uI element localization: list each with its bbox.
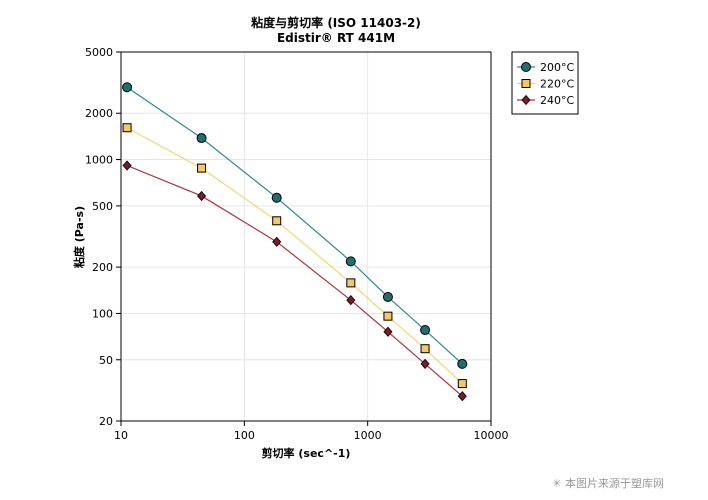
data-point xyxy=(197,163,207,173)
data-point xyxy=(122,160,132,171)
series-line xyxy=(126,164,463,397)
legend-label: 240°C xyxy=(540,94,574,107)
watermark-star-icon: ✳ xyxy=(552,477,565,490)
data-point xyxy=(420,344,430,354)
data-point xyxy=(272,236,282,247)
series-layer xyxy=(122,82,468,402)
data-point xyxy=(272,216,282,226)
x-tick-label: 10 xyxy=(114,429,128,442)
y-tick-label: 1000 xyxy=(85,154,113,167)
grid-lines xyxy=(121,52,491,421)
data-point xyxy=(457,379,467,389)
data-point xyxy=(383,326,393,337)
y-axis-label: 粘度 (Pa-s) xyxy=(72,206,86,268)
series-line xyxy=(126,86,463,365)
data-point xyxy=(346,278,356,288)
data-point xyxy=(122,82,133,93)
legend-label: 200°C xyxy=(540,61,574,74)
series-1 xyxy=(122,123,467,389)
legend-label: 220°C xyxy=(540,78,574,91)
watermark: ✳ 本图片来源于塑库网 xyxy=(552,475,664,491)
data-point xyxy=(122,123,132,133)
data-point xyxy=(271,192,282,203)
y-tick-label: 200 xyxy=(92,261,113,274)
data-point xyxy=(420,358,430,370)
data-point xyxy=(197,190,207,202)
data-point xyxy=(383,311,393,321)
data-point xyxy=(457,391,467,402)
plot-area xyxy=(120,51,492,422)
axis-ticks: 10 100 1000 10000 20 50 100 200 500 1000 2000 5000 xyxy=(85,46,509,442)
x-tick-label: 1000 xyxy=(354,429,382,442)
data-point xyxy=(457,358,468,369)
chart-title: 粘度与剪切率 (ISO 11403-2) xyxy=(251,15,421,30)
data-point xyxy=(196,133,207,144)
series-0 xyxy=(122,82,468,369)
legend-marker xyxy=(521,94,531,106)
legend-marker xyxy=(521,79,531,88)
data-point xyxy=(382,291,393,302)
x-tick-label: 10000 xyxy=(474,429,509,442)
data-point xyxy=(345,256,356,267)
data-point xyxy=(420,325,431,336)
y-tick-label: 50 xyxy=(99,354,113,367)
y-tick-label: 20 xyxy=(99,415,113,428)
chart-subtitle: Edistir® RT 441M xyxy=(277,31,395,45)
x-axis-label: 剪切率 (sec^-1) xyxy=(262,446,351,460)
y-tick-label: 2000 xyxy=(85,107,113,120)
x-tick-label: 100 xyxy=(234,429,255,442)
y-tick-label: 5000 xyxy=(85,46,113,59)
legend-marker xyxy=(521,62,531,72)
y-tick-label: 100 xyxy=(92,307,113,320)
data-point xyxy=(346,295,356,306)
y-tick-label: 500 xyxy=(92,200,113,213)
watermark-text: 本图片来源于塑库网 xyxy=(565,477,664,490)
legend: 200°C 220°C 240°C xyxy=(511,51,579,115)
series-2 xyxy=(122,160,467,402)
